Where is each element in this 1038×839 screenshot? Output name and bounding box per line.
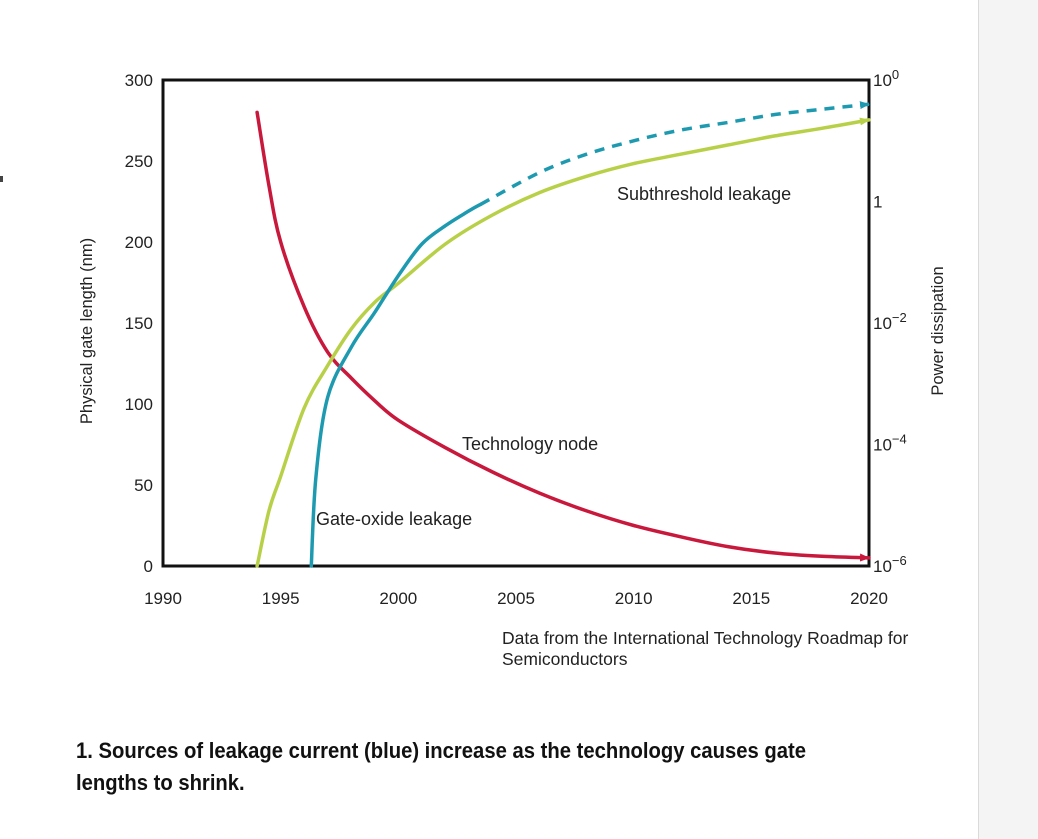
- y-tick-label: 200: [125, 233, 153, 252]
- y-axis-title: Physical gate length (nm): [78, 238, 96, 424]
- x-tick-label: 2005: [497, 589, 535, 608]
- left-edge-marker: [0, 176, 3, 182]
- source-note: Data from the International Technology R…: [502, 628, 909, 669]
- gate-oxide-leakage-line: [309, 202, 483, 568]
- y-tick-label: 50: [134, 476, 153, 495]
- technology-node-label: Technology node: [462, 434, 598, 454]
- x-tick-label: 2000: [379, 589, 417, 608]
- leakage-chart: 0 50 100 150 200 250 300 10−6 10−4 10−2 1 100 1990…: [78, 67, 947, 608]
- gate-oxide-leakage-dashed-line: [479, 101, 870, 206]
- y2-axis-title: Power dissipation: [929, 266, 947, 395]
- subthreshold-leakage-line: [255, 117, 871, 568]
- x-tick-label: 1995: [262, 589, 300, 608]
- plot-frame: [161, 78, 871, 568]
- y-tick-label: 250: [125, 152, 153, 171]
- y2-tick-label: 100: [873, 67, 899, 90]
- y-tick-label: 0: [144, 557, 153, 576]
- gate-oxide-leakage-label: Gate-oxide leakage: [316, 509, 472, 529]
- x-tick-label: 2015: [732, 589, 770, 608]
- y2-tick-label: 10−6: [873, 553, 907, 576]
- y-tick-label: 300: [125, 71, 153, 90]
- x-tick-label: 2020: [850, 589, 888, 608]
- y2-tick-label: 1: [873, 193, 882, 212]
- right-sidebar-panel: [978, 0, 1038, 839]
- figure-caption: 1. Sources of leakage current (blue) inc…: [76, 738, 807, 795]
- x-tick-label: 2010: [615, 589, 653, 608]
- y2-tick-label: 10−2: [873, 310, 907, 333]
- x-axis-ticks: 1990 1995 2000 2005 2010 2015 2020: [144, 589, 888, 608]
- y-axis-ticks: 0 50 100 150 200 250 300: [125, 71, 153, 576]
- y2-axis-ticks: 10−6 10−4 10−2 1 100: [873, 67, 907, 576]
- series-layer: [255, 101, 871, 568]
- technology-node-line: [255, 110, 871, 562]
- subthreshold-leakage-label: Subthreshold leakage: [617, 184, 791, 204]
- y-tick-label: 100: [125, 395, 153, 414]
- y2-tick-label: 10−4: [873, 432, 907, 455]
- y-tick-label: 150: [125, 314, 153, 333]
- x-tick-label: 1990: [144, 589, 182, 608]
